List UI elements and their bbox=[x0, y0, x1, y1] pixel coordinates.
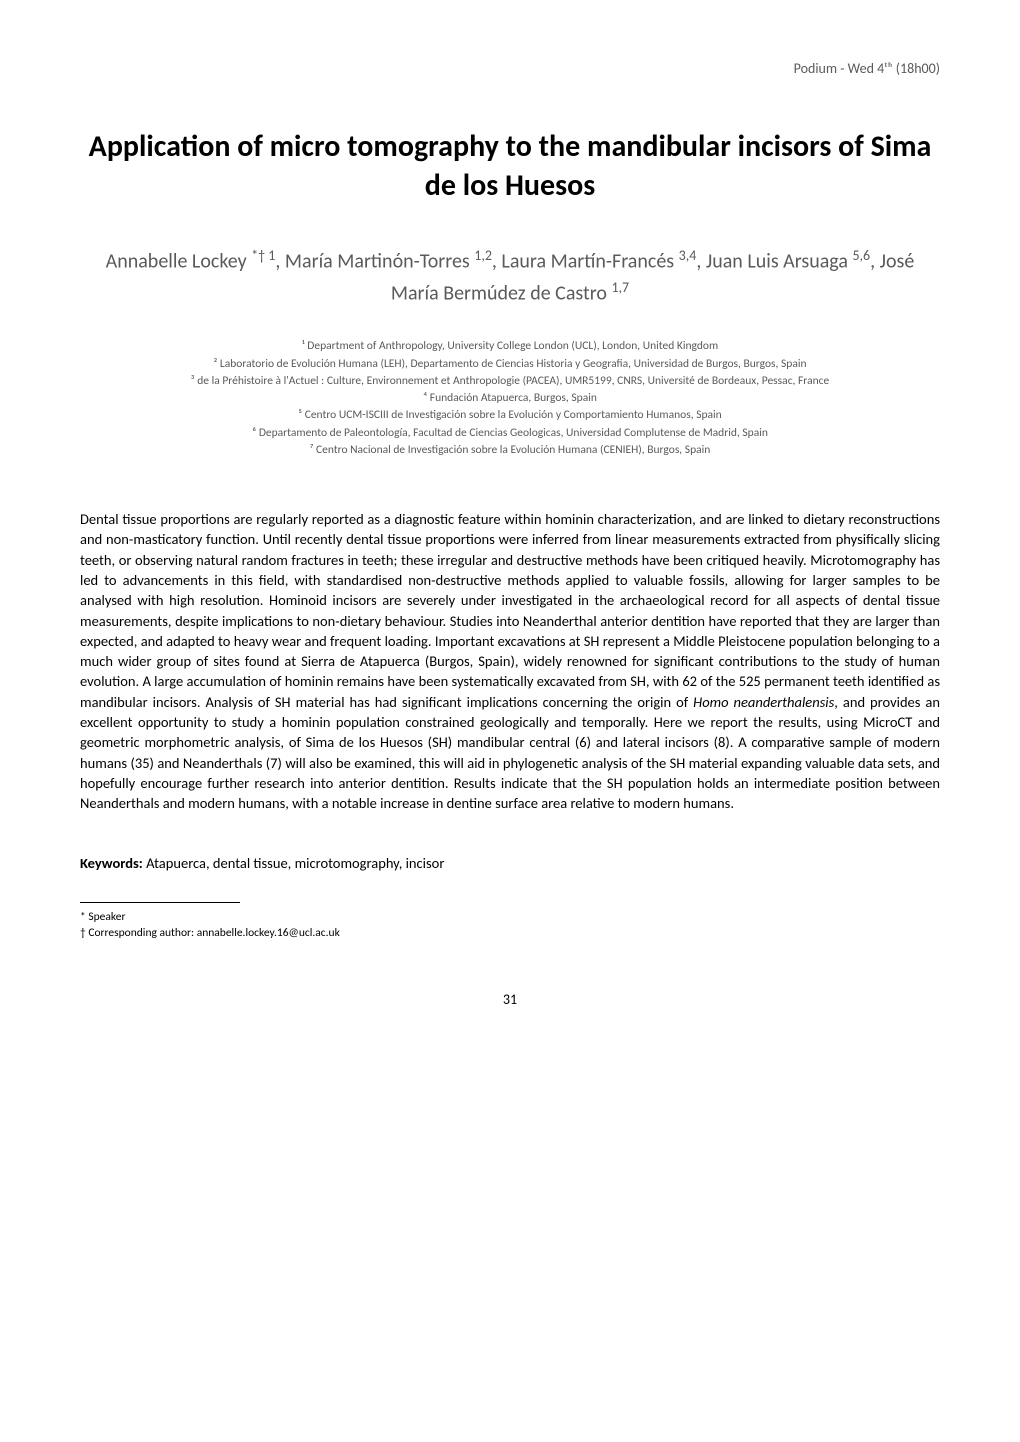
affiliation-line: ³ de la Préhistoire à l'Actuel : Culture… bbox=[80, 373, 940, 390]
affiliation-line: ¹ Department of Anthropology, University… bbox=[80, 338, 940, 355]
footnote-line: † Corresponding author: annabelle.lockey… bbox=[80, 925, 940, 941]
keywords-line: Keywords: Atapuerca, dental tissue, micr… bbox=[80, 854, 940, 872]
session-header: Podium - Wed 4ᵗʰ (18h00) bbox=[80, 60, 940, 77]
affiliation-line: ² Laboratorio de Evolución Humana (LEH),… bbox=[80, 356, 940, 373]
affiliation-line: ⁵ Centro UCM-ISCIII de Investigación sob… bbox=[80, 407, 940, 424]
affiliation-line: ⁷ Centro Nacional de Investigación sobre… bbox=[80, 442, 940, 459]
affiliation-line: ⁴ Fundación Atapuerca, Burgos, Spain bbox=[80, 390, 940, 407]
keywords-label: Keywords: bbox=[80, 854, 143, 872]
authors-list: Annabelle Lockey *† 1, María Martinón-To… bbox=[80, 245, 940, 308]
affiliations-block: ¹ Department of Anthropology, University… bbox=[80, 338, 940, 459]
affiliation-line: ⁶ Departamento de Paleontología, Faculta… bbox=[80, 425, 940, 442]
paper-title: Application of micro tomography to the m… bbox=[80, 127, 940, 205]
footnote-line: * Speaker bbox=[80, 909, 940, 925]
page-number: 31 bbox=[80, 991, 940, 1008]
footnotes-block: * Speaker† Corresponding author: annabel… bbox=[80, 909, 940, 941]
abstract-text: Dental tissue proportions are regularly … bbox=[80, 509, 940, 813]
footnote-divider bbox=[80, 902, 240, 903]
keywords-text: Atapuerca, dental tissue, microtomograph… bbox=[143, 854, 445, 872]
